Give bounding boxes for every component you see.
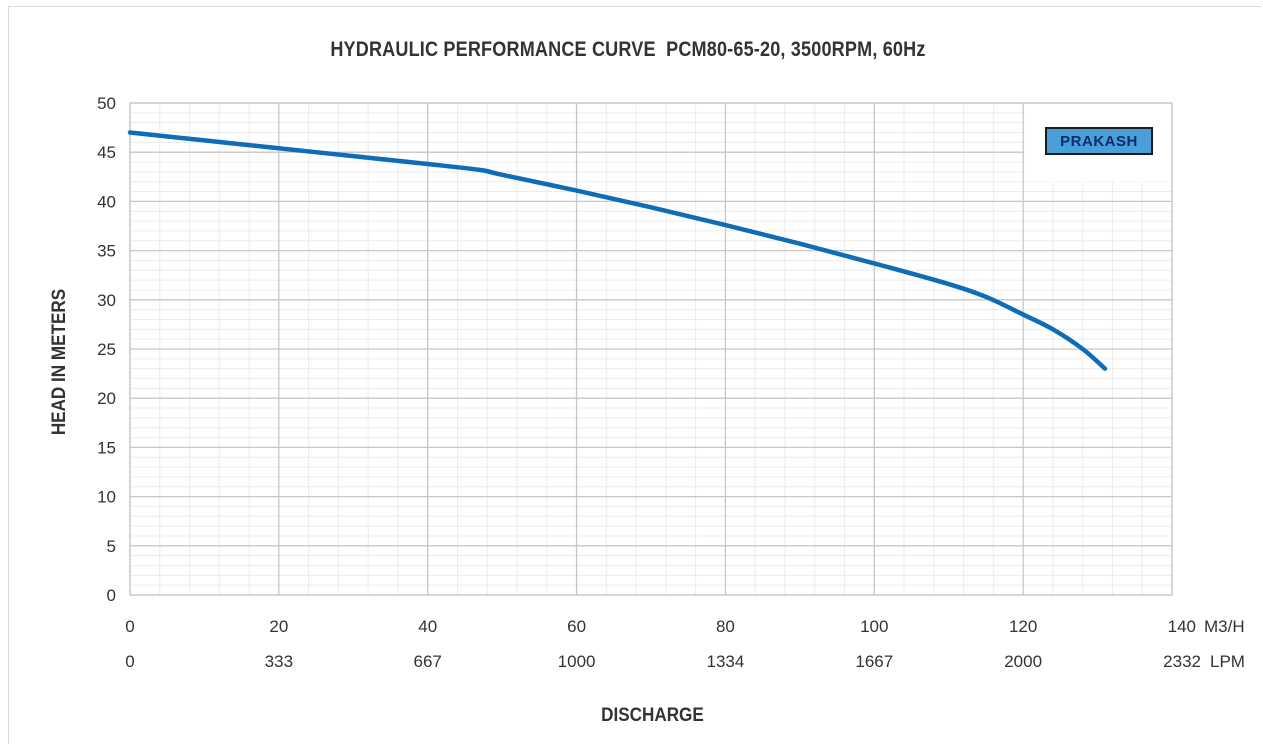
chart-title: HYDRAULIC PERFORMANCE CURVE PCM80-65-20,…	[85, 38, 1171, 62]
y-tick-label: 15	[97, 438, 116, 457]
y-tick-label: 50	[97, 94, 116, 113]
y-tick-label: 30	[97, 291, 116, 310]
y-tick-label: 0	[107, 586, 116, 605]
x2-tick-label: 1334	[707, 652, 745, 671]
series-line-head-curve	[127, 130, 1108, 371]
x2-tick-label: 667	[414, 652, 442, 671]
y-tick-label: 45	[97, 143, 116, 162]
chart-frame	[8, 6, 1261, 744]
x-tick-label: 140	[1168, 617, 1196, 636]
x2-tick-label: 2332	[1163, 652, 1201, 671]
chart-title-main: HYDRAULIC PERFORMANCE CURVE	[330, 38, 656, 61]
y-tick-label: 20	[97, 389, 116, 408]
y-tick-label: 5	[107, 537, 116, 556]
x-tick-label: 20	[269, 617, 288, 636]
x-tick-label: 80	[716, 617, 735, 636]
brand-logo: PRAKASH	[1045, 127, 1153, 155]
y-tick-label: 35	[97, 242, 116, 261]
x2-tick-label: 1000	[558, 652, 596, 671]
x2-tick-label: 333	[265, 652, 293, 671]
x-tick-label: 60	[567, 617, 586, 636]
x-tick-label: 120	[1009, 617, 1037, 636]
brand-logo-text: PRAKASH	[1060, 132, 1138, 150]
x2-unit-label: LPM	[1210, 652, 1245, 671]
x-axis-label: DISCHARGE	[601, 705, 704, 726]
x-tick-label: 100	[860, 617, 888, 636]
plot-border	[129, 102, 1173, 596]
y-tick-label: 40	[97, 192, 116, 211]
x2-tick-label: 1667	[855, 652, 893, 671]
x-unit-label: M3/H	[1204, 617, 1245, 636]
chart-subtitle: PCM80-65-20, 3500RPM, 60Hz	[666, 38, 926, 61]
x2-tick-label: 0	[125, 652, 134, 671]
y-tick-label: 10	[97, 488, 116, 507]
x-tick-label: 0	[125, 617, 134, 636]
y-tick-label: 25	[97, 340, 116, 359]
x-tick-label: 40	[418, 617, 437, 636]
x2-tick-label: 2000	[1004, 652, 1042, 671]
